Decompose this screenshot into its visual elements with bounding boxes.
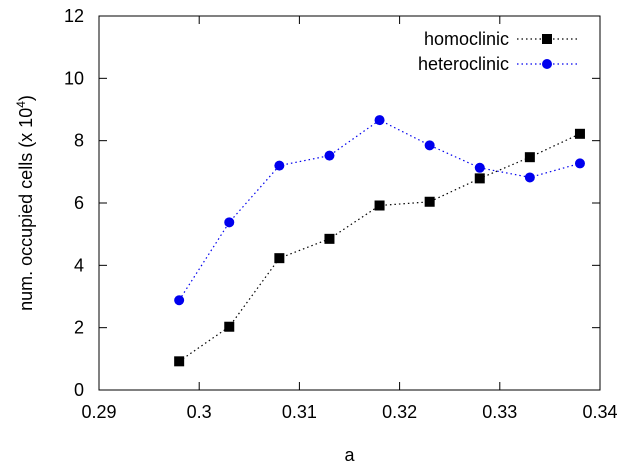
y-tick-label: 2 — [74, 318, 84, 338]
homoclinic-data-point — [174, 356, 185, 367]
heteroclinic-data-point — [374, 115, 385, 126]
homoclinic-data-point — [274, 253, 285, 264]
legend-marker — [542, 59, 552, 69]
y-axis-title-main: num. occupied cells (x 10 — [16, 108, 36, 311]
y-tick-label: 10 — [64, 68, 84, 88]
y-tick-label: 12 — [64, 6, 84, 26]
heteroclinic-data-point — [174, 295, 185, 306]
series-line — [178, 119, 581, 301]
homoclinic-data-point — [474, 173, 485, 184]
heteroclinic-data-point — [574, 158, 585, 169]
heteroclinic-data-point — [474, 162, 485, 173]
series-layer — [174, 115, 585, 367]
y-tick-label: 0 — [74, 380, 84, 400]
heteroclinic-data-point — [524, 172, 535, 183]
homoclinic-data-point — [524, 152, 535, 163]
x-tick-label: 0.29 — [81, 402, 116, 422]
y-axis-title-suffix: ) — [16, 95, 36, 101]
homoclinic-data-point — [324, 233, 335, 244]
y-tick-label: 8 — [74, 131, 84, 151]
y-axis-title: num. occupied cells (x 104) — [14, 95, 36, 311]
heteroclinic-data-point — [224, 217, 235, 228]
homoclinic-data-point — [574, 128, 585, 139]
x-tick-label: 0.3 — [187, 402, 212, 422]
heteroclinic-data-point — [424, 140, 435, 151]
y-tick-label: 4 — [74, 255, 84, 275]
x-axis-title: a — [344, 445, 355, 464]
homoclinic-data-point — [424, 196, 435, 207]
y-axis-title-exponent: 4 — [14, 101, 28, 108]
series-line — [178, 133, 581, 362]
legend-marker — [542, 34, 552, 44]
series-heteroclinic — [174, 115, 585, 306]
homoclinic-data-point — [224, 321, 235, 332]
homoclinic-data-point — [374, 200, 385, 211]
y-tick-label: 6 — [74, 193, 84, 213]
x-tick-label: 0.32 — [382, 402, 417, 422]
plot-frame — [98, 15, 601, 391]
legend-label: heteroclinic — [418, 54, 509, 74]
legend: homoclinic heteroclinic — [418, 29, 578, 74]
axis-ticks: 0.29 0.3 0.31 0.32 0.33 0.34 0 2 4 6 8 10 12 — [64, 6, 618, 422]
series-homoclinic — [174, 128, 585, 367]
x-tick-label: 0.34 — [582, 402, 617, 422]
legend-label: homoclinic — [424, 29, 509, 49]
x-tick-label: 0.31 — [282, 402, 317, 422]
x-tick-label: 0.33 — [482, 402, 517, 422]
heteroclinic-data-point — [274, 160, 285, 171]
heteroclinic-data-point — [324, 150, 335, 161]
